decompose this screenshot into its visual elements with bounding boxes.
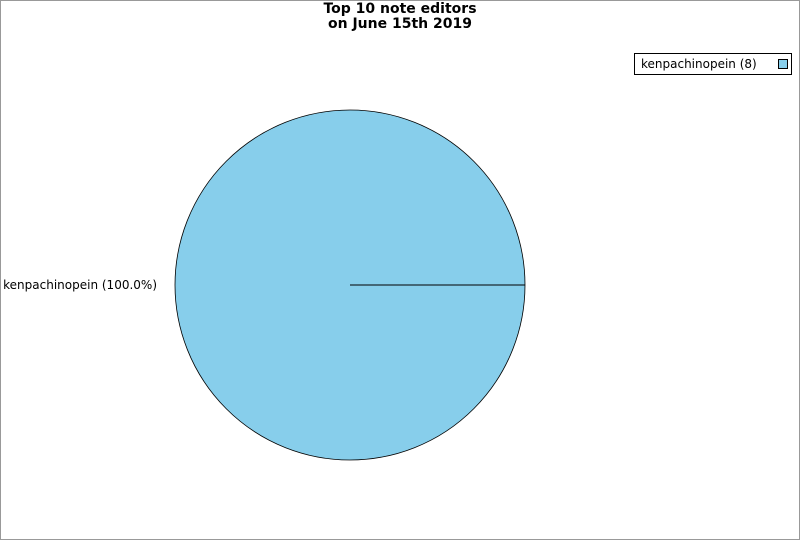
- title-line-2: on June 15th 2019: [328, 16, 472, 32]
- legend-label: kenpachinopein (8): [641, 57, 757, 71]
- slice-label: kenpachinopein (100.0%): [3, 278, 157, 292]
- chart-title: Top 10 note editors on June 15th 2019: [0, 2, 800, 32]
- title-line-1: Top 10 note editors: [323, 1, 477, 17]
- legend-swatch: [778, 59, 788, 69]
- legend: kenpachinopein (8): [634, 53, 792, 75]
